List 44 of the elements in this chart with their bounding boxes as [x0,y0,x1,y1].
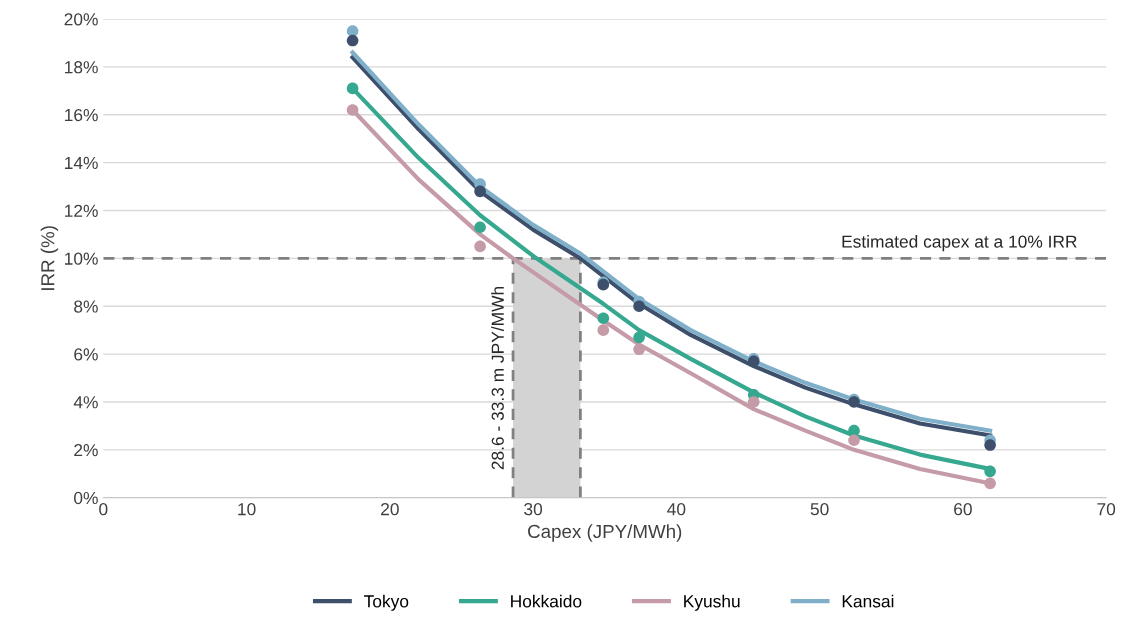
point [474,240,486,253]
y-tick-label: 8% [74,300,98,313]
x-axis-title: Capex (JPY/MWh) [528,524,682,542]
point [346,104,359,116]
legend-label: Kyushu [684,594,740,611]
x-tick-label: 20 [381,503,399,516]
y-axis-title: IRR (%) [40,226,59,290]
x-tick-label: 60 [954,503,972,516]
x-tick-label: 0 [99,503,108,516]
y-tick-label: 2% [74,443,98,457]
y-tick-label: 6% [74,348,98,361]
point [474,185,486,198]
point [633,300,645,313]
x-tick-label: 70 [1097,503,1116,516]
y-tick-label: 12% [65,204,98,217]
point [633,343,645,356]
point [984,439,996,451]
legend-label: Kansai [842,594,894,608]
point [346,34,359,47]
y-tick-label: 18% [65,61,98,74]
point [633,331,645,344]
x-tick-label: 50 [810,503,829,516]
point [597,312,610,324]
x-tick-label: 40 [667,503,686,516]
y-tick-label: 16% [65,108,98,122]
legend-label: Tokyo [364,594,409,611]
legend-label: Hokkaido [511,594,582,608]
ref-line-label: Estimated capex at a 10% IRR [842,234,1077,252]
point [597,324,610,336]
point [474,221,486,234]
point [346,25,359,37]
x-tick-label: 10 [238,503,256,516]
point [984,465,996,478]
band-label: 28.6 - 33.3 m JPY/MWh [491,287,504,470]
y-tick-label: 4% [73,396,98,409]
y-tick-label: 14% [65,156,98,170]
point [346,82,359,95]
y-tick-label: 10% [65,252,98,265]
point [848,434,860,447]
point [747,396,760,408]
y-tick-label: 0% [74,491,98,505]
x-tick-label: 30 [524,503,543,516]
y-tick-label: 20% [64,13,98,26]
point [984,477,996,490]
